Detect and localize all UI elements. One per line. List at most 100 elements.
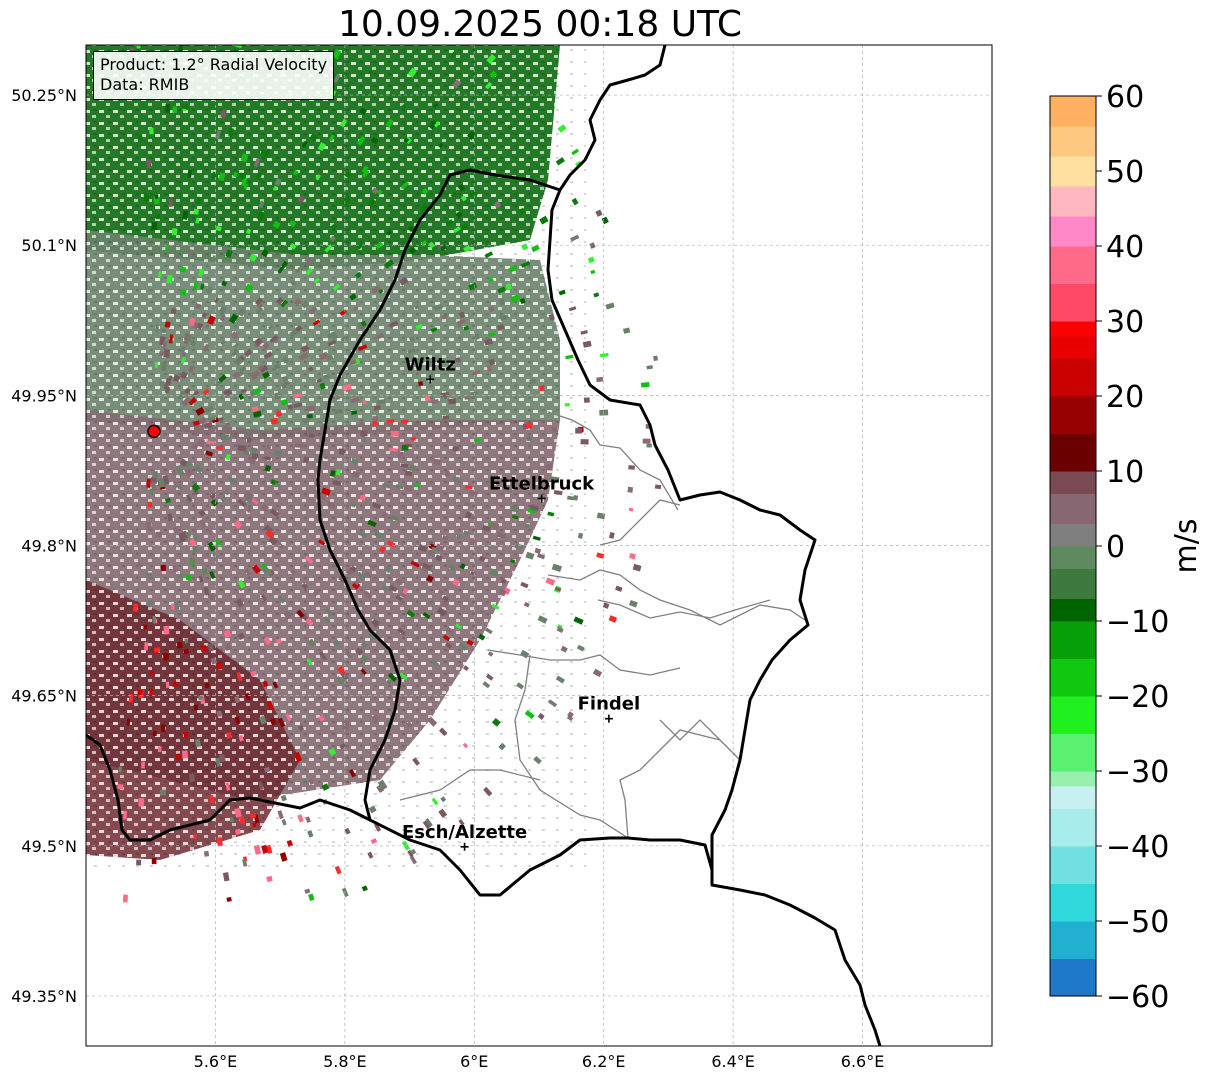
- echo-gate: [360, 641, 368, 649]
- echo-gate: [500, 578, 507, 584]
- echo-gate: [438, 142, 444, 149]
- echo-gate: [360, 654, 370, 663]
- echo-gate: [344, 827, 351, 835]
- echo-gate: [351, 410, 357, 415]
- echo-gate: [179, 266, 187, 273]
- echo-gate: [185, 531, 192, 538]
- echo-gate: [367, 198, 377, 208]
- echo-gate: [233, 171, 238, 178]
- echo-gate: [318, 651, 327, 661]
- echo-gate: [489, 568, 499, 577]
- echo-gate: [262, 371, 270, 379]
- echo-gate: [418, 381, 424, 386]
- echo-gate: [307, 638, 316, 647]
- echo-gate: [181, 104, 188, 110]
- echo-gate: [505, 282, 513, 291]
- echo-gate: [340, 335, 350, 342]
- echo-gate: [251, 452, 259, 460]
- echo-gate: [448, 563, 456, 571]
- echo-gate: [422, 611, 431, 619]
- echo-gate: [489, 70, 498, 79]
- lon-tick-label: 6.6°E: [841, 1052, 885, 1071]
- echo-gate: [307, 830, 314, 838]
- echo-gate: [168, 198, 174, 207]
- echo-gate: [200, 644, 208, 652]
- echo-gate: [422, 819, 432, 830]
- echo-gate: [223, 388, 233, 397]
- echo-gate: [298, 352, 310, 361]
- echo-gate: [171, 228, 178, 236]
- echo-gate: [270, 418, 278, 425]
- echo-gate: [277, 810, 284, 820]
- echo-gate: [514, 543, 523, 551]
- echo-gate: [484, 338, 494, 346]
- echo-gate: [414, 673, 424, 683]
- echo-gate: [189, 339, 197, 347]
- echo-gate: [254, 297, 263, 306]
- echo-gate: [159, 380, 165, 387]
- echo-gate: [172, 481, 179, 489]
- echo-gate: [468, 190, 478, 199]
- echo-gate: [167, 513, 173, 522]
- echo-gate: [468, 490, 479, 497]
- echo-gate: [224, 642, 232, 651]
- echo-gate: [367, 69, 374, 75]
- echo-gate: [351, 458, 358, 465]
- echo-gate: [233, 342, 240, 349]
- echo-gate: [197, 439, 205, 445]
- echo-gate: [317, 142, 327, 152]
- echo-gate: [463, 325, 470, 331]
- echo-gate: [303, 456, 310, 463]
- echo-gate: [493, 200, 502, 209]
- echo-gate: [306, 405, 316, 412]
- echo-gate: [248, 253, 258, 263]
- echo-gate: [280, 794, 287, 802]
- echo-gate: [353, 579, 360, 586]
- echo-gate: [352, 470, 361, 479]
- echo-gate: [154, 647, 160, 653]
- echo-gate: [155, 324, 159, 332]
- echo-gate: [222, 872, 230, 882]
- echo-gate: [488, 306, 495, 312]
- echo-gate: [330, 223, 338, 231]
- echo-gate: [184, 387, 191, 395]
- echo-gate: [126, 718, 131, 726]
- echo-gate: [206, 286, 214, 295]
- echo-gate: [519, 483, 525, 490]
- echo-gate: [389, 447, 398, 452]
- echo-gate: [373, 823, 382, 832]
- echo-gate: [239, 172, 247, 180]
- echo-gate: [244, 349, 253, 358]
- echo-gate: [255, 172, 263, 180]
- echo-gate: [428, 241, 435, 249]
- city-label: Wiltz: [405, 354, 456, 375]
- echo-gate: [203, 586, 210, 596]
- echo-gate: [149, 689, 154, 696]
- latitude-tick-labels: 50.25°N 50.1°N 49.95°N 49.8°N 49.65°N 49.5°N 4…: [11, 86, 77, 1006]
- echo-gate: [187, 365, 196, 373]
- echo-gate: [216, 837, 223, 847]
- echo-gate: [235, 598, 245, 608]
- echo-gate: [354, 271, 362, 279]
- echo-gate: [362, 400, 367, 405]
- echo-gate: [229, 816, 234, 823]
- echo-gate: [204, 682, 210, 689]
- echo-gate: [215, 757, 221, 767]
- echo-gate: [354, 647, 363, 656]
- echo-gate: [491, 603, 500, 610]
- city-esch-alzette: Esch/Alzette: [402, 822, 527, 851]
- echo-gate: [240, 388, 247, 394]
- echo-gate: [308, 433, 315, 438]
- echo-gate: [602, 602, 610, 609]
- echo-gate: [573, 616, 584, 625]
- lon-tick-label: 5.8°E: [323, 1052, 367, 1071]
- echo-gate: [269, 334, 279, 343]
- echo-gate: [359, 494, 366, 501]
- echo-gate: [155, 214, 161, 220]
- echo-gate: [307, 366, 314, 372]
- echo-gate: [370, 837, 378, 845]
- echo-gate: [273, 363, 281, 371]
- echo-gate: [520, 581, 529, 589]
- echo-gate: [334, 865, 342, 875]
- echo-gate: [409, 464, 417, 472]
